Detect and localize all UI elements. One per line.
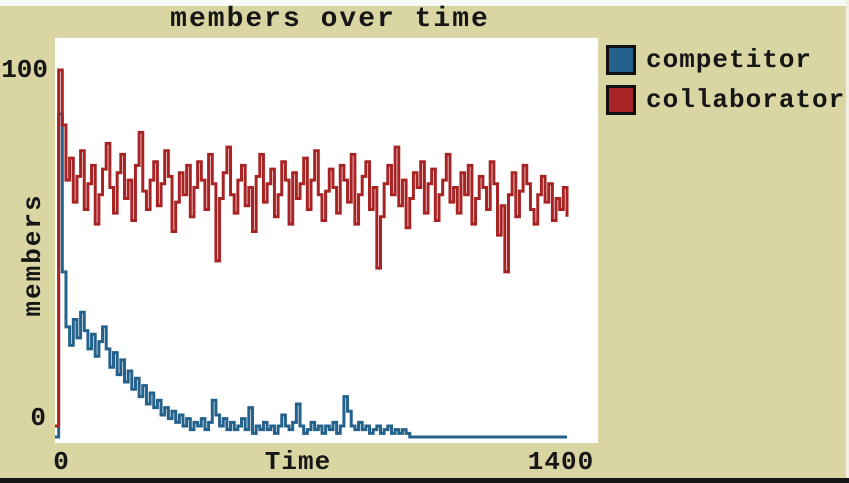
competitor-swatch — [606, 44, 636, 75]
right-edge-strip — [846, 0, 849, 483]
chart-title: members over time — [170, 4, 490, 35]
legend-label-collaborator: collaborator — [646, 84, 846, 115]
x-axis-tick-1400: 1400 — [527, 447, 595, 477]
y-axis-tick-100: 100 — [1, 55, 48, 85]
legend-item-collaborator: collaborator — [606, 84, 845, 115]
plot-canvas — [55, 68, 569, 439]
y-axis-tick-0: 0 — [30, 403, 46, 433]
y-axis-label: members — [18, 193, 48, 317]
legend-label-competitor: competitor — [646, 44, 813, 75]
plot-area — [55, 38, 598, 443]
x-axis-tick-0: 0 — [53, 447, 69, 477]
top-border-strip — [0, 0, 849, 6]
x-axis-label: Time — [264, 447, 332, 477]
legend: competitor collaborator — [606, 44, 845, 124]
legend-item-competitor: competitor — [606, 44, 845, 75]
collaborator-line — [55, 68, 569, 428]
competitor-line — [55, 112, 567, 439]
collaborator-swatch — [606, 84, 636, 115]
bottom-border-strip — [0, 478, 849, 483]
